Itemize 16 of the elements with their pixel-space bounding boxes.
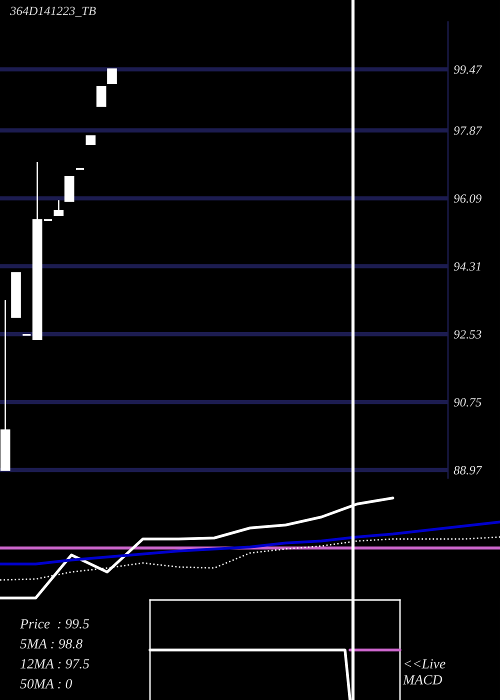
y-tick-label: 88.97 <box>454 466 482 474</box>
text: 5MA : 98.8 <box>20 639 82 649</box>
candlestick <box>107 68 117 84</box>
y-tick-label: 96.09 <box>454 194 482 203</box>
candlestick <box>54 200 64 216</box>
chart-title: 364D141223_TB <box>10 6 96 17</box>
y-tick-label: 90.75 <box>454 398 482 407</box>
y-tick-label: 94.31 <box>454 262 480 271</box>
text: Price : 99.5 <box>20 619 90 629</box>
y-tick-label: 99.47 <box>454 65 482 74</box>
y-tick-label: 97.87 <box>454 126 482 135</box>
text: 50MA : 0 <box>20 679 72 689</box>
text: <<Live MACD <box>402 659 446 684</box>
text: 12MA : 97.5 <box>20 659 90 669</box>
y-tick-label: 92.53 <box>454 330 482 339</box>
candlestick <box>96 86 106 107</box>
